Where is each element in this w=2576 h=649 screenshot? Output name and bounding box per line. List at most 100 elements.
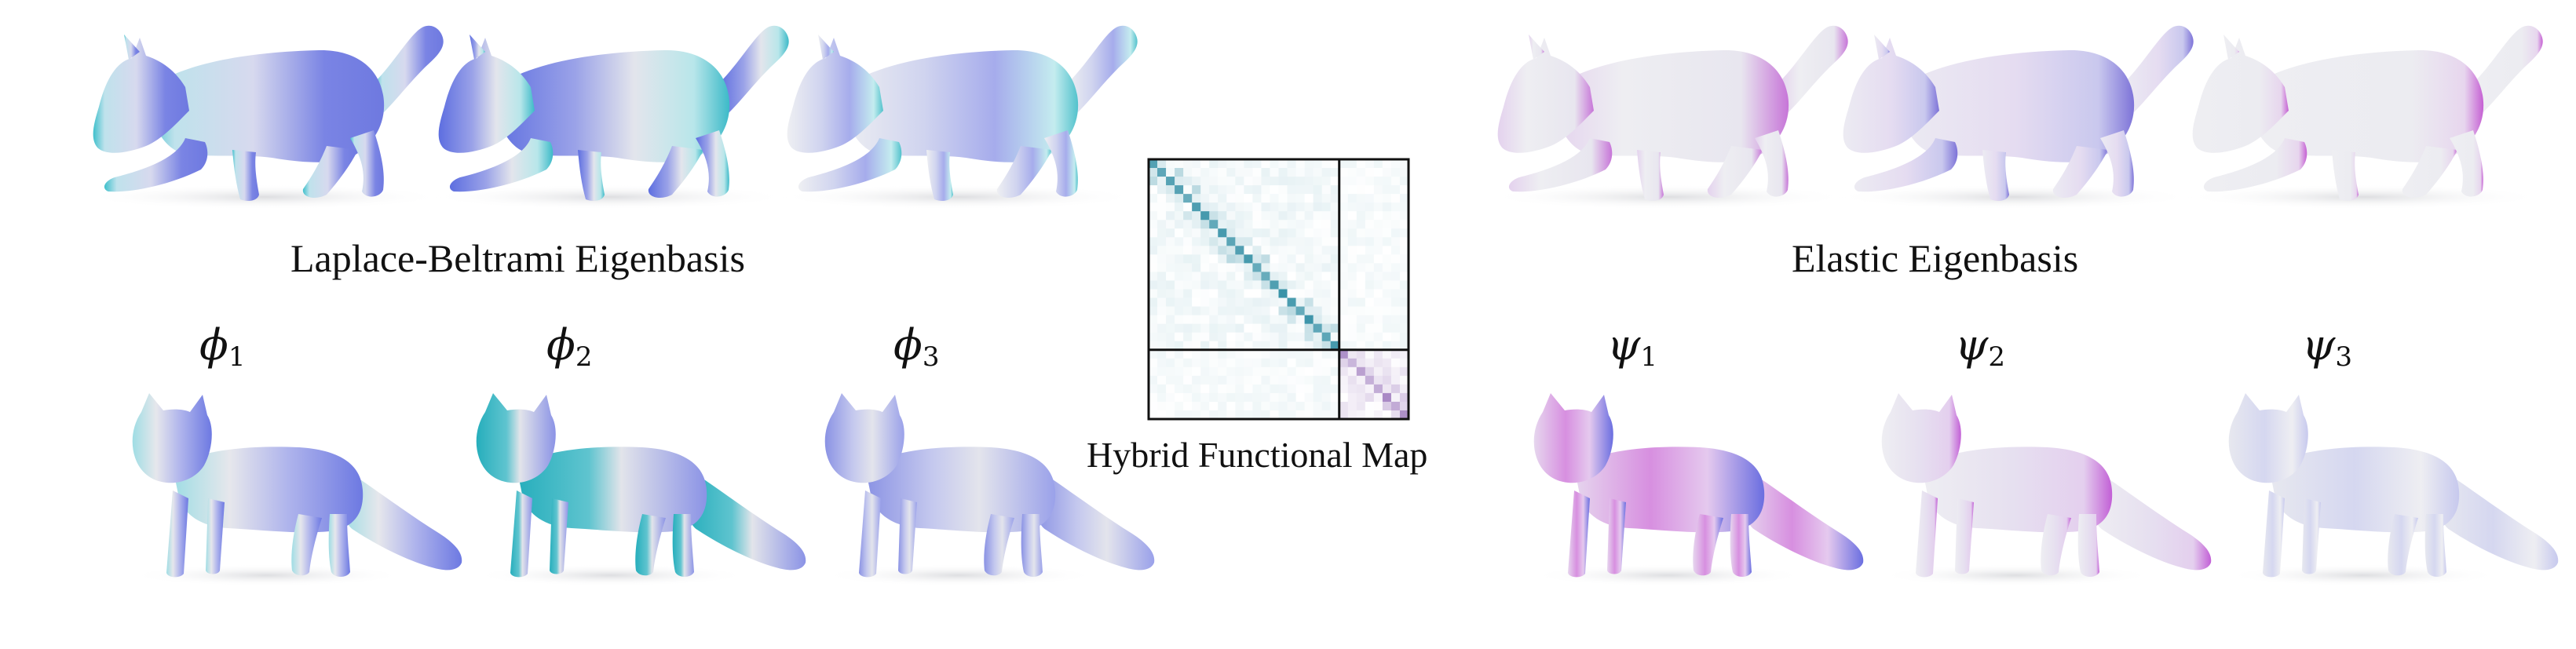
matrix-cell: [1390, 366, 1401, 377]
matrix-cell: [1347, 341, 1357, 351]
matrix-cell: [1339, 168, 1349, 177]
matrix-cell: [1244, 297, 1253, 308]
matrix-cell: [1200, 384, 1210, 394]
matrix-cell: [1192, 358, 1201, 368]
matrix-cell: [1347, 246, 1357, 255]
matrix-cell: [1200, 263, 1210, 272]
matrix-cell: [1304, 254, 1314, 264]
matrix-cell: [1218, 228, 1227, 238]
matrix-cell: [1252, 289, 1262, 299]
matrix-cell: [1244, 410, 1253, 420]
matrix-cell: [1183, 246, 1193, 255]
matrix-cell: [1166, 194, 1175, 203]
matrix-cell: [1278, 332, 1288, 342]
wolf-mesh-lb-1: [83, 25, 444, 210]
matrix-cell: [1149, 306, 1158, 316]
matrix-cell: [1270, 228, 1279, 238]
matrix-cell: [1287, 306, 1297, 316]
matrix-cell: [1157, 246, 1167, 255]
matrix-cell: [1313, 392, 1323, 403]
matrix-cell: [1287, 194, 1297, 203]
matrix-cell: [1183, 323, 1193, 334]
matrix-cell: [1382, 177, 1392, 186]
matrix-cell: [1226, 289, 1236, 299]
matrix-cell: [1347, 263, 1357, 272]
matrix-cell: [1373, 349, 1383, 359]
matrix-cell: [1399, 375, 1409, 385]
matrix-cell: [1252, 220, 1262, 229]
matrix-cell: [1304, 185, 1314, 195]
matrix-cell: [1339, 332, 1349, 342]
matrix-cell: [1200, 168, 1210, 177]
matrix-cell: [1149, 410, 1158, 420]
matrix-cell: [1330, 246, 1340, 255]
matrix-cell: [1313, 280, 1323, 290]
fox-mesh-lb-2: [473, 393, 806, 586]
matrix-cell: [1321, 384, 1332, 394]
matrix-cell: [1287, 202, 1297, 212]
matrix-cell: [1235, 177, 1244, 186]
matrix-cell: [1382, 254, 1392, 264]
matrix-cell: [1382, 194, 1392, 203]
matrix-cell: [1157, 177, 1167, 186]
matrix-cell: [1313, 159, 1323, 169]
matrix-cell: [1235, 289, 1244, 299]
matrix-cell: [1356, 177, 1366, 186]
matrix-cell: [1356, 159, 1366, 169]
matrix-cell: [1226, 194, 1236, 203]
matrix-cell: [1339, 246, 1349, 255]
matrix-cell: [1330, 341, 1340, 351]
matrix-cell: [1218, 185, 1227, 195]
matrix-cell: [1270, 289, 1279, 299]
matrix-cell: [1261, 366, 1270, 377]
matrix-cell: [1356, 254, 1366, 264]
matrix-cell: [1244, 272, 1253, 281]
matrix-cell: [1347, 410, 1357, 420]
matrix-cell: [1390, 349, 1401, 359]
matrix-cell: [1304, 323, 1314, 334]
matrix-cell: [1235, 306, 1244, 316]
matrix-cell: [1183, 168, 1193, 177]
matrix-cell: [1157, 185, 1167, 195]
matrix-cell: [1373, 272, 1383, 281]
matrix-cell: [1321, 315, 1332, 325]
matrix-cell: [1313, 220, 1323, 229]
matrix-cell: [1339, 194, 1349, 203]
matrix-cell: [1175, 349, 1184, 359]
matrix-cell: [1209, 349, 1219, 359]
matrix-cell: [1278, 202, 1288, 212]
matrix-cell: [1304, 246, 1314, 255]
matrix-cell: [1192, 306, 1201, 316]
matrix-cell: [1218, 202, 1227, 212]
matrix-cell: [1235, 349, 1244, 359]
matrix-cell: [1226, 254, 1236, 264]
matrix-cell: [1261, 272, 1270, 281]
matrix-cell: [1373, 332, 1383, 342]
matrix-cell: [1347, 401, 1357, 411]
matrix-cell: [1295, 263, 1306, 272]
matrix-cell: [1149, 194, 1158, 203]
matrix-cell: [1252, 263, 1262, 272]
matrix-cell: [1183, 349, 1193, 359]
matrix-cell: [1382, 332, 1392, 342]
matrix-cell: [1373, 289, 1383, 299]
matrix-cell: [1313, 410, 1323, 420]
matrix-cell: [1356, 237, 1366, 246]
caption-hybrid-functional-map: Hybrid Functional Map: [1087, 435, 1428, 475]
matrix-cell: [1183, 177, 1193, 186]
matrix-cell: [1356, 401, 1366, 411]
matrix-cell: [1321, 194, 1332, 203]
matrix-cell: [1261, 332, 1270, 342]
matrix-cell: [1321, 332, 1332, 342]
matrix-cell: [1365, 228, 1375, 238]
matrix-cell: [1200, 375, 1210, 385]
matrix-cell: [1399, 323, 1409, 334]
matrix-cell: [1200, 194, 1210, 203]
matrix-cell: [1347, 358, 1357, 368]
matrix-cell: [1149, 246, 1158, 255]
matrix-cell: [1304, 168, 1314, 177]
matrix-cell: [1200, 349, 1210, 359]
matrix-cell: [1149, 366, 1158, 377]
matrix-cell: [1261, 263, 1270, 272]
matrix-cell: [1235, 168, 1244, 177]
